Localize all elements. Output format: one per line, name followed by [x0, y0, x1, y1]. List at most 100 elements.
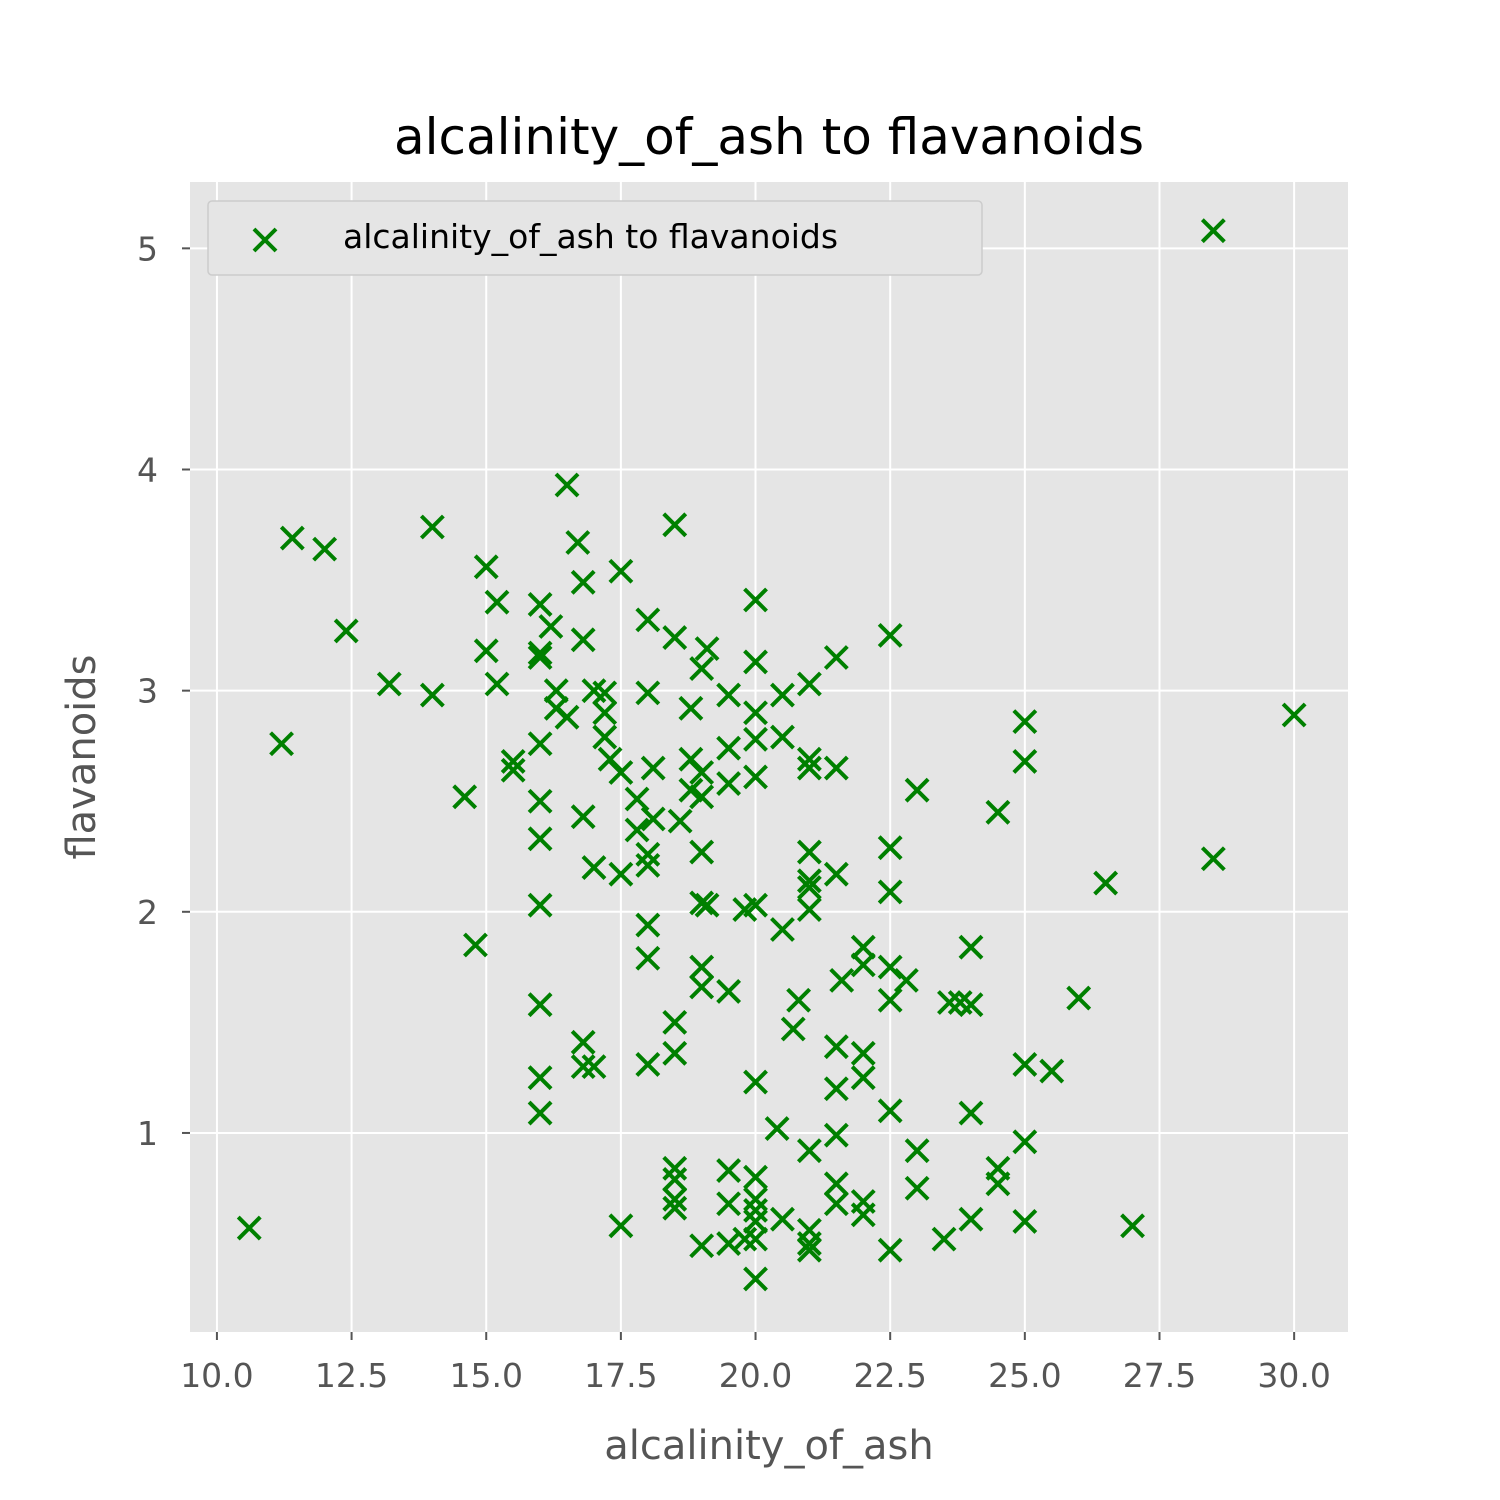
legend: alcalinity_of_ash to flavanoids: [207, 200, 983, 276]
data-point: [527, 1065, 553, 1091]
data-point: [543, 678, 569, 704]
data-point: [931, 1226, 957, 1252]
data-point: [333, 618, 359, 644]
data-point: [570, 804, 596, 830]
data-point: [662, 1186, 688, 1212]
data-point: [716, 1191, 742, 1217]
data-point: [796, 1231, 822, 1256]
data-point: [581, 855, 607, 880]
data-point: [877, 1098, 903, 1124]
x-tick-label: 22.5: [853, 1356, 926, 1395]
data-point: [770, 917, 795, 942]
legend-box: [207, 200, 983, 276]
data-point: [716, 735, 742, 761]
data-point: [592, 700, 618, 726]
data-point: [527, 788, 553, 814]
data-point: [1039, 1058, 1065, 1084]
data-point: [743, 1164, 768, 1190]
data-point: [1012, 1051, 1038, 1077]
data-point: [570, 1029, 596, 1055]
data-point: [236, 1215, 262, 1241]
data-point: [570, 569, 596, 595]
data-point: [635, 841, 661, 867]
data-point: [678, 695, 704, 721]
data-point: [877, 622, 903, 648]
data-point: [608, 1213, 634, 1239]
data-point: [877, 835, 903, 861]
data-point: [716, 979, 742, 1004]
data-point: [743, 892, 768, 918]
data-point: [958, 1206, 984, 1232]
plot-area: [190, 182, 1348, 1332]
data-point: [850, 934, 876, 960]
data-point: [958, 992, 984, 1018]
data-point: [608, 760, 634, 785]
data-point: [1012, 1129, 1038, 1155]
data-point: [743, 1186, 768, 1212]
data-point: [743, 764, 768, 790]
legend-marker-icon: [252, 227, 278, 253]
data-point: [608, 558, 634, 584]
data-point: [473, 554, 499, 580]
data-point: [312, 536, 338, 562]
data-point: [796, 839, 822, 865]
data-point: [732, 1226, 758, 1252]
y-tick-label: 3: [137, 672, 158, 711]
data-point: [904, 777, 930, 803]
data-point: [958, 1100, 984, 1126]
data-point: [1200, 218, 1226, 244]
data-point: [743, 700, 768, 726]
data-point: [823, 1076, 849, 1102]
data-point: [640, 755, 666, 781]
data-point: [786, 987, 812, 1013]
data-point: [823, 1122, 849, 1148]
data-point: [770, 1206, 795, 1232]
data-point: [376, 671, 402, 697]
data-point: [554, 472, 580, 498]
y-tick-label: 1: [137, 1114, 158, 1153]
data-point: [667, 808, 693, 834]
data-point: [662, 1009, 688, 1035]
data-point: [823, 861, 849, 887]
data-point: [570, 1054, 596, 1080]
x-tick-label: 20.0: [719, 1356, 792, 1395]
data-point: [452, 784, 478, 810]
data-point: [958, 934, 984, 960]
data-point: [823, 645, 849, 670]
data-point: [689, 954, 715, 980]
x-tick-label: 15.0: [449, 1356, 522, 1395]
data-point: [473, 638, 499, 664]
x-axis-label: alcalinity_of_ash: [604, 1423, 933, 1469]
data-point: [635, 912, 661, 938]
data-point: [689, 1233, 715, 1259]
data-point: [554, 704, 580, 730]
data-point: [279, 525, 305, 551]
y-tick-label: 4: [137, 451, 158, 490]
data-point: [1120, 1213, 1145, 1239]
data-point: [716, 682, 742, 708]
data-point: [689, 974, 715, 1000]
y-tick-label: 2: [137, 893, 158, 932]
data-point: [985, 1171, 1011, 1197]
data-point: [877, 1237, 903, 1263]
data-point: [796, 1237, 822, 1263]
data-point: [796, 897, 822, 923]
data-point: [689, 839, 715, 865]
data-point: [527, 640, 553, 666]
data-point: [662, 1195, 688, 1221]
data-point: [743, 1069, 768, 1095]
legend-marker: [252, 227, 278, 253]
data-point: [1066, 985, 1092, 1011]
data-point: [689, 760, 715, 785]
data-point: [565, 530, 591, 555]
data-point: [527, 1100, 553, 1126]
data-point: [635, 607, 661, 633]
data-point: [635, 852, 661, 878]
data-point: [635, 945, 661, 971]
data-point: [419, 682, 445, 708]
data-point: [796, 1138, 822, 1164]
data-point: [624, 817, 650, 843]
data-point: [877, 879, 903, 905]
data-point: [743, 1209, 768, 1234]
